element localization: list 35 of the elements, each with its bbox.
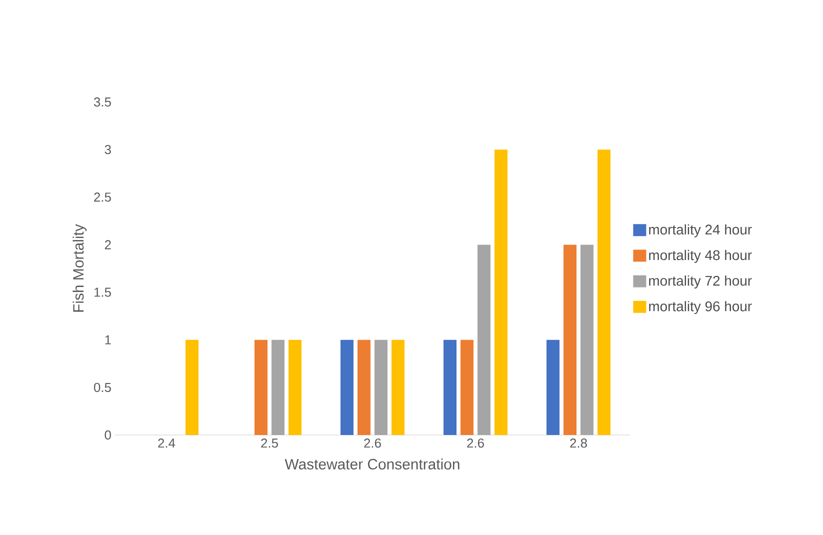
- x-axis-title: Wastewater Consentration: [284, 458, 460, 470]
- y-axis-title: Fish Mortality: [72, 224, 87, 312]
- bar: [374, 340, 388, 435]
- y-tick-label: 2: [104, 240, 111, 250]
- x-tick-label: 2.4: [158, 438, 176, 448]
- y-tick-label: 2.5: [94, 192, 111, 202]
- bar: [340, 340, 354, 435]
- y-tick-label: 3: [104, 144, 111, 154]
- bar: [272, 340, 285, 435]
- legend-label: mortality 48 hour: [649, 250, 752, 263]
- bar: [444, 340, 457, 435]
- y-tick-label: 0.5: [94, 382, 111, 392]
- bar: [478, 244, 491, 435]
- y-tick-label: 0: [104, 430, 111, 440]
- bar: [186, 340, 198, 435]
- y-tick-label: 1: [105, 335, 111, 344]
- x-tick-label: 2.5: [261, 438, 278, 448]
- x-tick-label: 2.6: [364, 438, 381, 448]
- bar: [494, 150, 508, 435]
- legend-label: mortality 96 hour: [649, 301, 752, 314]
- y-tick-label: 3.5: [94, 97, 111, 107]
- legend-label: mortality 24 hour: [649, 224, 752, 238]
- bar: [254, 340, 268, 435]
- bar: [358, 340, 371, 435]
- bar: [580, 244, 594, 435]
- legend-label: mortality 72 hour: [649, 275, 752, 288]
- bar: [598, 150, 611, 435]
- bar: [392, 340, 405, 435]
- bar: [546, 340, 560, 435]
- bar: [460, 340, 474, 435]
- bar: [564, 244, 577, 435]
- x-tick-label: 2.6: [467, 438, 484, 448]
- bar: [288, 340, 302, 435]
- x-tick-label: 2.8: [570, 438, 587, 448]
- y-tick-label: 1.5: [94, 288, 111, 297]
